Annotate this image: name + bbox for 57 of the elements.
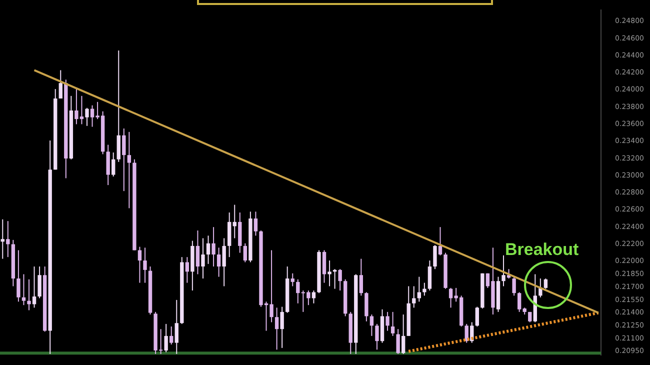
candlestick [290,272,294,287]
candlestick [174,299,178,354]
candlestick [538,278,542,298]
candlestick [170,326,174,346]
candlestick [112,152,116,177]
candlestick [359,258,364,296]
candlestick [106,144,110,186]
annotation: Breakout [505,240,579,260]
candlestick [438,226,442,256]
candlestick [138,246,142,284]
candlestick [312,290,316,304]
candlestick [401,314,406,354]
candlestick [338,268,342,292]
candlestick [143,247,147,284]
candlestick [122,128,126,192]
candlestick [206,235,210,264]
candlestick [243,242,248,263]
candlestick [280,306,284,348]
candlestick [27,278,31,311]
candlestick [222,238,226,287]
candlestick [396,328,400,354]
candlestick [22,274,26,306]
candlestick [196,230,200,275]
candlestick [433,244,437,270]
candlestick [364,292,368,322]
candlestick [116,50,120,162]
candlestick [390,311,395,336]
candlestick [296,278,300,304]
candlestick [502,254,506,287]
candlestick [0,218,4,260]
candlestick [127,131,132,209]
candlestick [216,247,221,278]
candlestick [370,314,374,336]
candlestick [422,282,426,296]
candlestick [386,311,390,332]
candlestick [16,250,20,302]
candlestick [328,260,332,287]
candlestick [6,220,10,258]
candlestick [322,250,326,284]
candlestick [375,323,379,350]
candlestick [212,226,216,268]
candlestick [544,278,548,290]
candlestick [164,323,168,353]
candlestick [412,286,416,308]
candlestick [475,306,479,328]
candlestick [274,307,279,350]
candlestick [417,276,421,302]
candlestick [58,70,62,99]
candlestick [85,107,89,126]
candlestick [517,292,522,312]
candlestick [185,256,190,284]
candlestick [201,238,205,280]
candlestick [254,211,258,236]
candlestick [32,266,36,308]
candlestick [428,260,432,292]
candlestick [512,276,516,296]
candlestick [38,266,42,299]
